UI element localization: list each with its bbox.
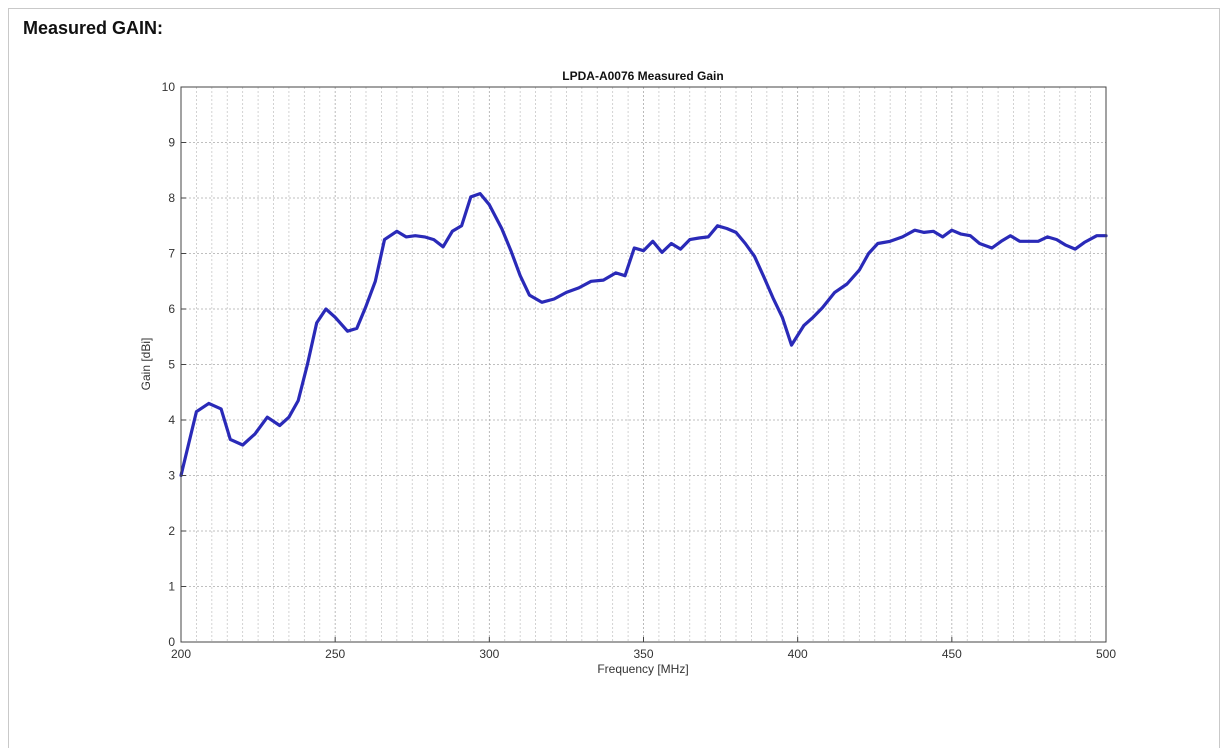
y-tick-label: 10 bbox=[162, 80, 176, 94]
x-tick-label: 250 bbox=[325, 647, 345, 661]
y-tick-label: 7 bbox=[168, 247, 175, 261]
y-tick-label: 8 bbox=[168, 191, 175, 205]
y-tick-label: 3 bbox=[168, 469, 175, 483]
document-frame bbox=[8, 8, 1220, 748]
x-tick-label: 300 bbox=[479, 647, 499, 661]
y-tick-label: 9 bbox=[168, 136, 175, 150]
x-tick-label: 450 bbox=[942, 647, 962, 661]
y-axis-label: Gain [dBi] bbox=[139, 338, 153, 391]
chart-title: LPDA-A0076 Measured Gain bbox=[562, 69, 723, 83]
x-tick-label: 350 bbox=[633, 647, 653, 661]
y-tick-label: 6 bbox=[168, 302, 175, 316]
y-tick-label: 0 bbox=[168, 635, 175, 649]
y-tick-label: 5 bbox=[168, 358, 175, 372]
section-heading: Measured GAIN: bbox=[23, 18, 164, 38]
y-tick-label: 2 bbox=[168, 524, 175, 538]
x-tick-label: 500 bbox=[1096, 647, 1116, 661]
gain-chart: 200 250 300 350 400 450 500 0 1 2 3 4 5 6 7 8 9 10 LPDA-… bbox=[139, 69, 1116, 676]
x-ticks: 200 250 300 350 400 450 500 bbox=[171, 637, 1116, 661]
data-lines bbox=[179, 192, 1108, 478]
x-axis-label: Frequency [MHz] bbox=[597, 662, 688, 676]
y-tick-label: 1 bbox=[168, 580, 175, 594]
x-tick-label: 200 bbox=[171, 647, 191, 661]
series-line-0 bbox=[179, 192, 1108, 478]
y-ticks: 0 1 2 3 4 5 6 7 8 9 10 bbox=[162, 80, 186, 649]
y-tick-label: 4 bbox=[168, 413, 175, 427]
x-tick-label: 400 bbox=[788, 647, 808, 661]
